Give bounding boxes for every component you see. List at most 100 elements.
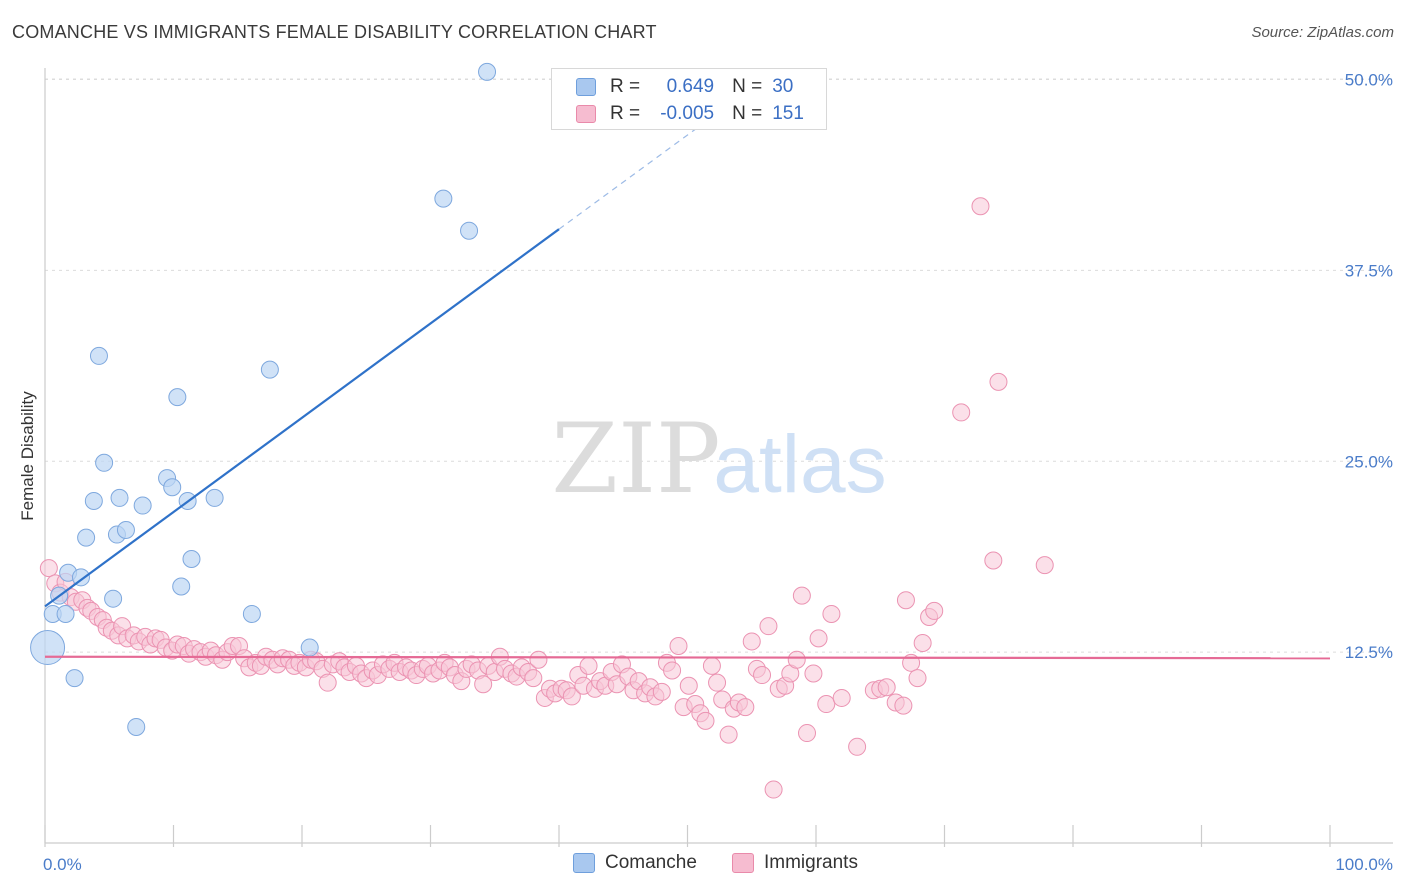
correlation-legend: R = 0.649 N = 30 R = -0.005 N = 151 (551, 68, 827, 130)
comanche-n-value: 30 (772, 76, 794, 97)
immigrants-point (913, 633, 932, 652)
immigrants-point (669, 637, 688, 656)
comanche-trend-line (44, 228, 560, 608)
immigrants-point (318, 673, 337, 692)
chart-title: COMANCHE VS IMMIGRANTS FEMALE DISABILITY… (12, 22, 657, 42)
comanche-legend-label: Comanche (605, 852, 697, 873)
comanche-point (260, 360, 279, 379)
comanche-swatch (576, 78, 596, 96)
tick-labels: 12.5% 25.0% 37.5% 50.0% 0.0% 100.0% (43, 71, 1393, 874)
immigrants-point (736, 698, 755, 717)
comanche-point (110, 488, 129, 507)
comanche-point (478, 62, 497, 81)
comanche-point (182, 549, 201, 568)
immigrants-point (719, 725, 738, 744)
n-label: N = (732, 76, 763, 97)
comanche-point (434, 189, 453, 208)
immigrants-point (562, 687, 581, 706)
comanche-point (127, 717, 146, 736)
immigrants-trend-line (44, 655, 1331, 660)
immigrants-point (822, 604, 841, 623)
series-legend-comanche[interactable]: Comanche (573, 852, 697, 874)
immigrants-point (848, 737, 867, 756)
immigrants-n-value: 151 (772, 103, 804, 124)
immigrants-point (529, 650, 548, 669)
immigrants-point (1035, 556, 1054, 575)
comanche-point (168, 388, 187, 407)
comanche-trend-extension (558, 115, 714, 230)
immigrants-legend-label: Immigrants (764, 852, 858, 873)
immigrants-point (702, 656, 721, 675)
immigrants-point (742, 632, 761, 651)
immigrants-point (759, 617, 778, 636)
comanche-point (104, 589, 123, 608)
n-label: N = (732, 103, 763, 124)
immigrants-legend-swatch (732, 853, 754, 873)
immigrants-point (984, 551, 1003, 570)
comanche-point (172, 577, 191, 596)
comanche-point (56, 604, 75, 623)
immigrants-point (708, 673, 727, 692)
immigrants-point (764, 780, 783, 799)
comanche-point (300, 638, 319, 657)
legend-row-comanche: R = 0.649 N = 30 (576, 74, 793, 100)
immigrants-point (908, 669, 927, 688)
comanche-point (460, 221, 479, 240)
comanche-legend-swatch (573, 853, 595, 873)
axes (44, 68, 1393, 847)
immigrants-point (474, 675, 493, 694)
r-label: R = (610, 103, 641, 124)
comanche-point (30, 630, 66, 666)
immigrants-point (798, 724, 817, 743)
immigrants-point (817, 695, 836, 714)
x-tick-label: 0.0% (43, 855, 82, 874)
comanche-point (242, 604, 261, 623)
comanche-point (205, 488, 224, 507)
immigrants-point (804, 664, 823, 683)
y-tick-label: 12.5% (1345, 643, 1393, 662)
immigrants-point (753, 666, 772, 685)
y-tick-label: 37.5% (1345, 261, 1393, 280)
immigrants-point (696, 711, 715, 730)
immigrants-point (787, 650, 806, 669)
immigrants-point (792, 586, 811, 605)
comanche-point (95, 453, 114, 472)
y-tick-label: 50.0% (1345, 71, 1393, 90)
y-tick-label: 25.0% (1345, 452, 1393, 471)
grid-lines (45, 78, 1393, 653)
immigrants-point (925, 601, 944, 620)
legend-row-immigrants: R = -0.005 N = 151 (576, 101, 804, 127)
immigrants-point (832, 688, 851, 707)
comanche-point (89, 346, 108, 365)
immigrants-point (652, 682, 671, 701)
comanche-point (77, 528, 96, 547)
immigrants-point (663, 661, 682, 680)
comanche-point (84, 491, 103, 510)
x-tick-label: 100.0% (1335, 855, 1393, 874)
trend-lines (44, 115, 1331, 660)
comanche-point (116, 520, 135, 539)
comanche-point (133, 496, 152, 515)
immigrants-point (877, 678, 896, 697)
immigrants-point (679, 676, 698, 695)
immigrants-point (39, 559, 58, 578)
immigrants-point (524, 669, 543, 688)
immigrants-swatch (576, 105, 596, 123)
immigrants-point (952, 403, 971, 422)
immigrants-point (989, 372, 1008, 391)
comanche-point (163, 478, 182, 497)
immigrants-point (579, 656, 598, 675)
r-label: R = (610, 76, 641, 97)
comanche-points (30, 62, 497, 736)
watermark-atlas: atlas (713, 419, 886, 510)
immigrants-r-value: -0.005 (660, 103, 715, 124)
comanche-r-value: 0.649 (666, 76, 715, 97)
watermark-zip: ZIP (551, 403, 720, 515)
immigrants-point (894, 696, 913, 715)
immigrants-point (971, 197, 990, 216)
comanche-point (71, 568, 90, 587)
source-credit: Source: ZipAtlas.com (1251, 24, 1394, 41)
series-legend-immigrants[interactable]: Immigrants (732, 852, 858, 874)
immigrants-point (896, 591, 915, 610)
